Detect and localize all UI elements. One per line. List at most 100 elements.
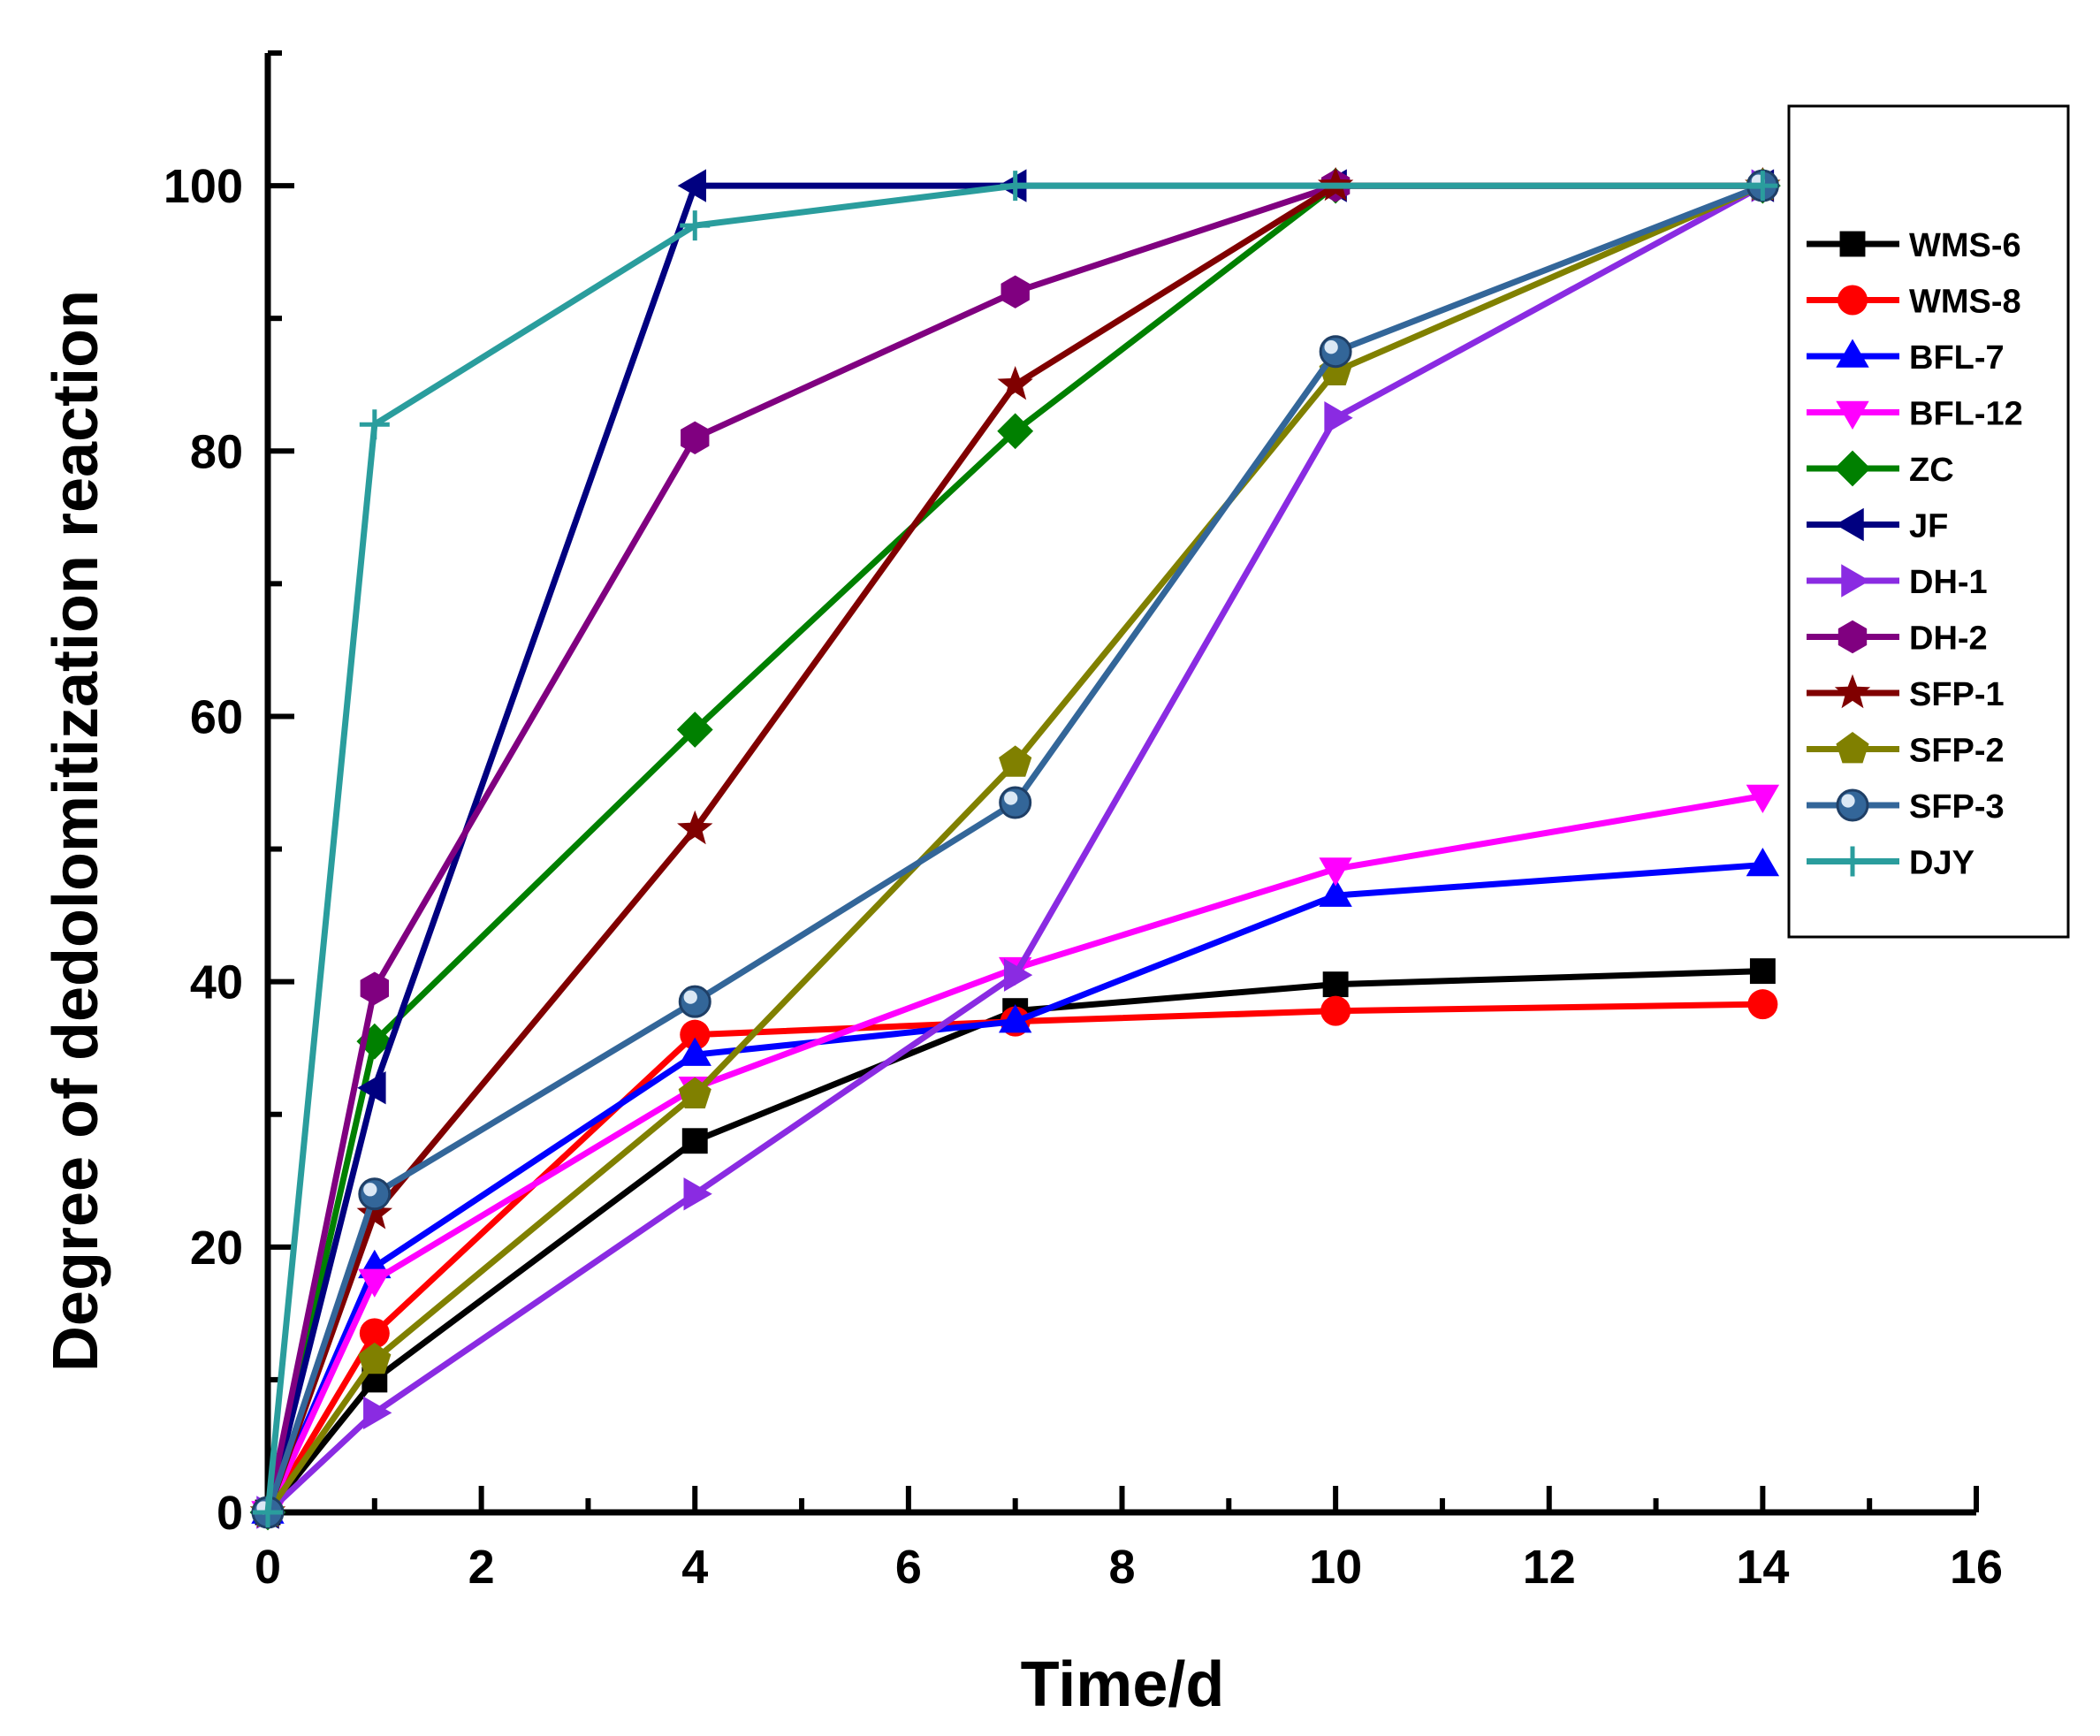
x-tick-label: 12 [1523, 1541, 1576, 1594]
x-tick-label: 2 [468, 1541, 495, 1594]
data-point-wms-6 [681, 1128, 708, 1154]
data-point-djy [680, 210, 711, 241]
series-jf [250, 169, 1775, 1529]
legend-item-jf: JF [1807, 508, 1948, 545]
data-point-sfp-3-highlight [1004, 791, 1018, 805]
data-point-jf [357, 1071, 386, 1105]
series-bfl-7 [251, 848, 1780, 1524]
data-point-jf [677, 169, 706, 202]
data-point-bfl-7 [998, 1004, 1032, 1033]
data-point-sfp-1 [677, 810, 713, 845]
legend-label-wms-6: WMS-6 [1909, 227, 2021, 264]
data-point-djy [1747, 171, 1778, 202]
legend-item-sfp-1: SFP-1 [1807, 674, 2005, 713]
data-point-zc [676, 712, 713, 748]
legend-marker-sfp-1 [1834, 674, 1871, 709]
x-tick-label: 16 [1950, 1541, 2003, 1594]
data-point-sfp-2 [678, 1077, 711, 1109]
series-line-wms-8 [264, 1001, 1763, 1514]
series-wms-8 [253, 989, 1778, 1527]
series-sfp-3 [251, 169, 1779, 1529]
legend-marker-bfl-7 [1836, 339, 1869, 368]
data-point-bfl-12 [1746, 784, 1780, 814]
series-dh-1 [256, 169, 1780, 1529]
series-sfp-1 [249, 166, 1781, 1528]
legend-item-wms-6: WMS-6 [1807, 227, 2021, 264]
data-point-bfl-7 [1319, 878, 1352, 907]
y-tick-label: 40 [190, 956, 243, 1009]
legend-label-sfp-1: SFP-1 [1909, 676, 2005, 713]
legend-label-bfl-7: BFL-7 [1909, 339, 2005, 377]
data-point-dh-1 [363, 1396, 392, 1430]
legend-marker-sfp-3-highlight [1841, 794, 1855, 808]
x-tick-label: 6 [895, 1541, 922, 1594]
data-point-bfl-7 [678, 1037, 711, 1066]
data-point-dh-1 [683, 1177, 712, 1211]
series-lines [249, 166, 1781, 1531]
legend-item-sfp-3: SFP-3 [1807, 788, 2005, 826]
y-tick-label: 20 [190, 1222, 243, 1275]
data-point-bfl-12 [358, 1268, 392, 1298]
data-point-sfp-1 [356, 1195, 393, 1230]
legend-marker-wms-8 [1838, 285, 1868, 316]
data-point-sfp-2 [358, 1342, 392, 1374]
series-line-dh-1 [265, 183, 1765, 1515]
legend-label-sfp-3: SFP-3 [1909, 788, 2005, 826]
x-tick-label: 10 [1309, 1541, 1362, 1594]
legend-marker-dh-1 [1841, 564, 1870, 598]
data-point-wms-6 [1749, 958, 1776, 985]
data-point-zc [997, 413, 1034, 450]
data-point-wms-8 [1747, 989, 1778, 1020]
y-tick-label: 60 [190, 690, 243, 743]
series-line-sfp-2 [265, 182, 1764, 1515]
series-line-wms-6 [265, 968, 1763, 1515]
legend-marker-wms-6 [1839, 231, 1866, 257]
data-point-wms-8 [1320, 995, 1351, 1026]
data-point-djy [359, 409, 390, 440]
series-wms-6 [255, 958, 1776, 1526]
axes: 0 2 4 6 8 10 12 14 16 0 20 40 60 80 100 [164, 50, 2003, 1594]
legend-item-wms-8: WMS-8 [1807, 284, 2021, 321]
legend-item-sfp-2: SFP-2 [1807, 731, 2005, 770]
data-point-dh-2 [681, 421, 710, 454]
legend-item-dh-2: DH-2 [1807, 621, 1988, 658]
data-point-dh-2 [1001, 275, 1030, 308]
legend-marker-bfl-12 [1836, 400, 1869, 430]
legend-marker-sfp-2 [1836, 731, 1869, 764]
legend-marker-jf [1835, 507, 1864, 542]
legend-marker-zc [1834, 450, 1871, 487]
x-tick-label: 4 [681, 1541, 708, 1594]
legend-label-jf: JF [1909, 508, 1948, 545]
data-point-dh-1 [1003, 958, 1033, 992]
data-point-sfp-3-highlight [683, 990, 697, 1004]
legend-item-djy: DJY [1807, 845, 1974, 882]
legend-label-dh-2: DH-2 [1909, 621, 1988, 658]
series-line-bfl-12 [264, 793, 1763, 1514]
legend-label-dh-1: DH-1 [1909, 564, 1988, 601]
y-tick-label: 80 [190, 425, 243, 478]
data-point-wms-6 [1322, 971, 1349, 998]
data-point-dh-1 [1324, 401, 1353, 435]
legend-marker-dh-2 [1838, 620, 1868, 654]
series-bfl-12 [251, 784, 1780, 1530]
data-point-sfp-3-highlight [363, 1183, 377, 1197]
data-point-sfp-3-highlight [1324, 340, 1338, 354]
legend: WMS-6 WMS-8 BFL-7 BFL-12 ZC JF DH-1 DH-2 SFP-1 SF… [1787, 104, 2070, 939]
data-point-djy [253, 1497, 283, 1527]
legend-label-wms-8: WMS-8 [1909, 284, 2021, 321]
series-djy [253, 171, 1778, 1527]
series-line-sfp-3 [264, 182, 1764, 1514]
legend-marker-djy [1838, 846, 1868, 877]
legend-item-zc: ZC [1807, 450, 1954, 489]
y-axis-title: Degree of dedolomitization reaction [41, 290, 111, 1372]
legend-item-bfl-12: BFL-12 [1807, 396, 2023, 433]
x-tick-label: 8 [1108, 1541, 1135, 1594]
series-line-bfl-7 [264, 862, 1763, 1514]
x-tick-label: 0 [255, 1541, 281, 1594]
x-axis-title: Time/d [1021, 1649, 1225, 1720]
data-point-wms-8 [359, 1318, 390, 1349]
legend-item-dh-1: DH-1 [1807, 564, 1988, 601]
legend-label-sfp-2: SFP-2 [1909, 733, 2005, 770]
